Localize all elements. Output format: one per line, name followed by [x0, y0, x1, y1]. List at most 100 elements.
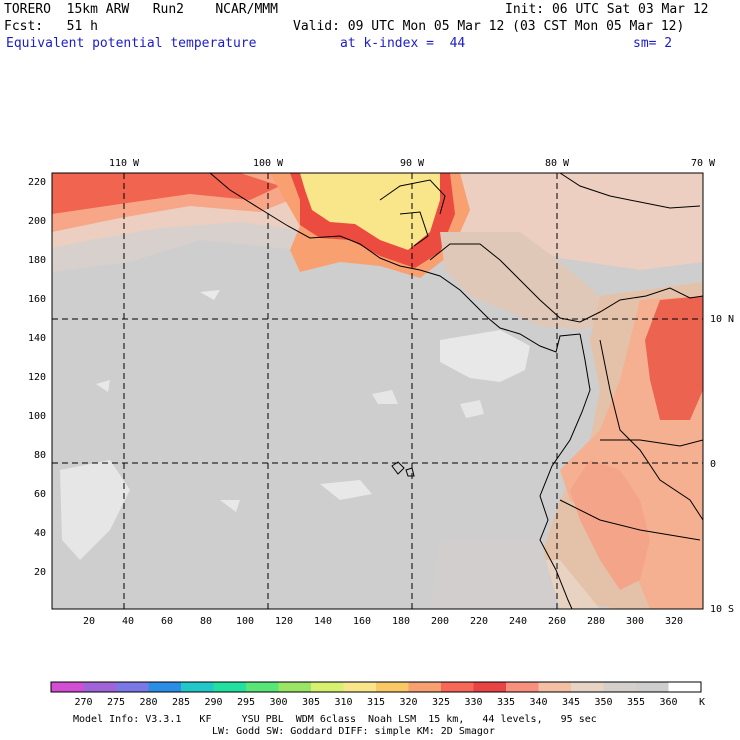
colorbar-swatch [311, 682, 344, 692]
colorbar-swatch [571, 682, 604, 692]
y-tick-label: 60 [34, 489, 46, 500]
x-tick-label: 280 [587, 616, 605, 627]
colorbar-label: 360 [659, 697, 677, 708]
x-tick-label: 220 [470, 616, 488, 627]
colorbar-label: 335 [497, 697, 515, 708]
valid-time: Valid: 09 UTC Mon 05 Mar 12 (03 CST Mon … [293, 19, 685, 34]
colorbar-swatch [603, 682, 636, 692]
y-tick-label: 40 [34, 528, 46, 539]
colorbar-swatch [51, 682, 84, 692]
colorbar-swatch [213, 682, 246, 692]
model-info: Model Info: V3.3.1 KF YSU PBL WDM 6class… [73, 714, 597, 725]
field-band-warm-east [440, 173, 703, 270]
x-tick-label: 200 [431, 616, 449, 627]
colorbar-swatch [148, 682, 181, 692]
colorbar-swatch [473, 682, 506, 692]
x-tick-label: 120 [275, 616, 293, 627]
colorbar-label: 340 [529, 697, 547, 708]
border-mexico-guatemala [399, 211, 429, 247]
lat-label-0: 0 [710, 459, 716, 470]
y-tick-label: 180 [28, 255, 46, 266]
colorbar-label: 285 [172, 697, 190, 708]
colorbar-swatch [181, 682, 214, 692]
y-tick-label: 100 [28, 411, 46, 422]
forecast-hour: Fcst: 51 h [4, 19, 98, 34]
x-tick-label: 100 [236, 616, 254, 627]
colorbar-label: 275 [107, 697, 125, 708]
x-tick-label: 160 [353, 616, 371, 627]
x-tick-label: 140 [314, 616, 332, 627]
y-tick-label: 80 [34, 450, 46, 461]
field-white-patch-1 [440, 330, 530, 382]
colorbar-label: 280 [139, 697, 157, 708]
coastline-yucatan [379, 179, 446, 215]
field-band-south [430, 540, 560, 609]
lon-label-110w: 110 W [109, 158, 140, 169]
colorbar-label: 295 [237, 697, 255, 708]
lon-label-100w: 100 W [253, 158, 284, 169]
lat-label-10n: 10 N [710, 314, 734, 325]
y-tick-label: 120 [28, 372, 46, 383]
lon-label-80w: 80 W [545, 158, 570, 169]
colorbar-swatch [408, 682, 441, 692]
field-red-nw [52, 173, 280, 214]
x-tick-label: 320 [665, 616, 683, 627]
colorbar-swatch [83, 682, 116, 692]
field-tan-central-america [440, 232, 620, 330]
colorbar-swatch [668, 682, 701, 692]
physics-info: LW: Godd SW: Goddard DIFF: simple KM: 2D… [212, 726, 495, 737]
colorbar-label: 355 [627, 697, 645, 708]
field-white-patch-2 [60, 460, 130, 560]
y-tick-label: 200 [28, 216, 46, 227]
x-tick-label: 240 [509, 616, 527, 627]
border-andes [599, 339, 703, 521]
colorbar-swatch [376, 682, 409, 692]
model-name: TORERO 15km ARW Run2 NCAR/MMM [4, 2, 278, 17]
colorbar-swatch [116, 682, 149, 692]
field-name: Equivalent potential temperature [6, 36, 257, 51]
coastline-mexico-pacific [209, 173, 421, 271]
field-white-patch-8 [96, 380, 110, 392]
colorbar-frame [50, 681, 702, 693]
y-tick-label: 140 [28, 333, 46, 344]
colorbar-label: 325 [432, 697, 450, 708]
x-tick-label: 40 [122, 616, 134, 627]
colorbar-swatch [506, 682, 539, 692]
colorbar-swatch [343, 682, 376, 692]
colorbar-label: 305 [302, 697, 320, 708]
field-yellow-mexico [300, 173, 440, 250]
field-white-patch-7 [220, 500, 240, 512]
colorbar-label: 290 [204, 697, 222, 708]
colorbar-label: 330 [464, 697, 482, 708]
coastline-south-america-pacific [539, 333, 591, 609]
field-white-patch-4 [200, 290, 220, 300]
x-tick-label: 80 [200, 616, 212, 627]
colorbar-swatch [441, 682, 474, 692]
colorbar-label: 310 [334, 697, 352, 708]
x-tick-label: 20 [83, 616, 95, 627]
coastline-cuba [559, 173, 701, 209]
field-white-patch-5 [460, 400, 484, 418]
smoothing-info: sm= 2 [633, 36, 673, 51]
colorbar-swatch [278, 682, 311, 692]
field-red-andes [645, 296, 703, 420]
x-tick-label: 180 [392, 616, 410, 627]
colorbar-label: 320 [399, 697, 417, 708]
colorbar-label: 300 [269, 697, 287, 708]
x-tick-label: 300 [626, 616, 644, 627]
init-time: Init: 06 UTC Sat 03 Mar 12 [505, 2, 709, 17]
lon-label-70w: 70 W [691, 158, 716, 169]
x-tick-label: 60 [161, 616, 173, 627]
colorbar-label: 345 [562, 697, 580, 708]
lat-label-10s: 10 S [710, 604, 734, 615]
lon-label-90w: 90 W [400, 158, 425, 169]
colorbar-swatch [538, 682, 571, 692]
colorbar-swatch [246, 682, 279, 692]
colorbar-swatch [636, 682, 669, 692]
colorbar-label: 270 [74, 697, 92, 708]
y-tick-label: 220 [28, 177, 46, 188]
y-tick-label: 160 [28, 294, 46, 305]
colorbar-label: 315 [367, 697, 385, 708]
